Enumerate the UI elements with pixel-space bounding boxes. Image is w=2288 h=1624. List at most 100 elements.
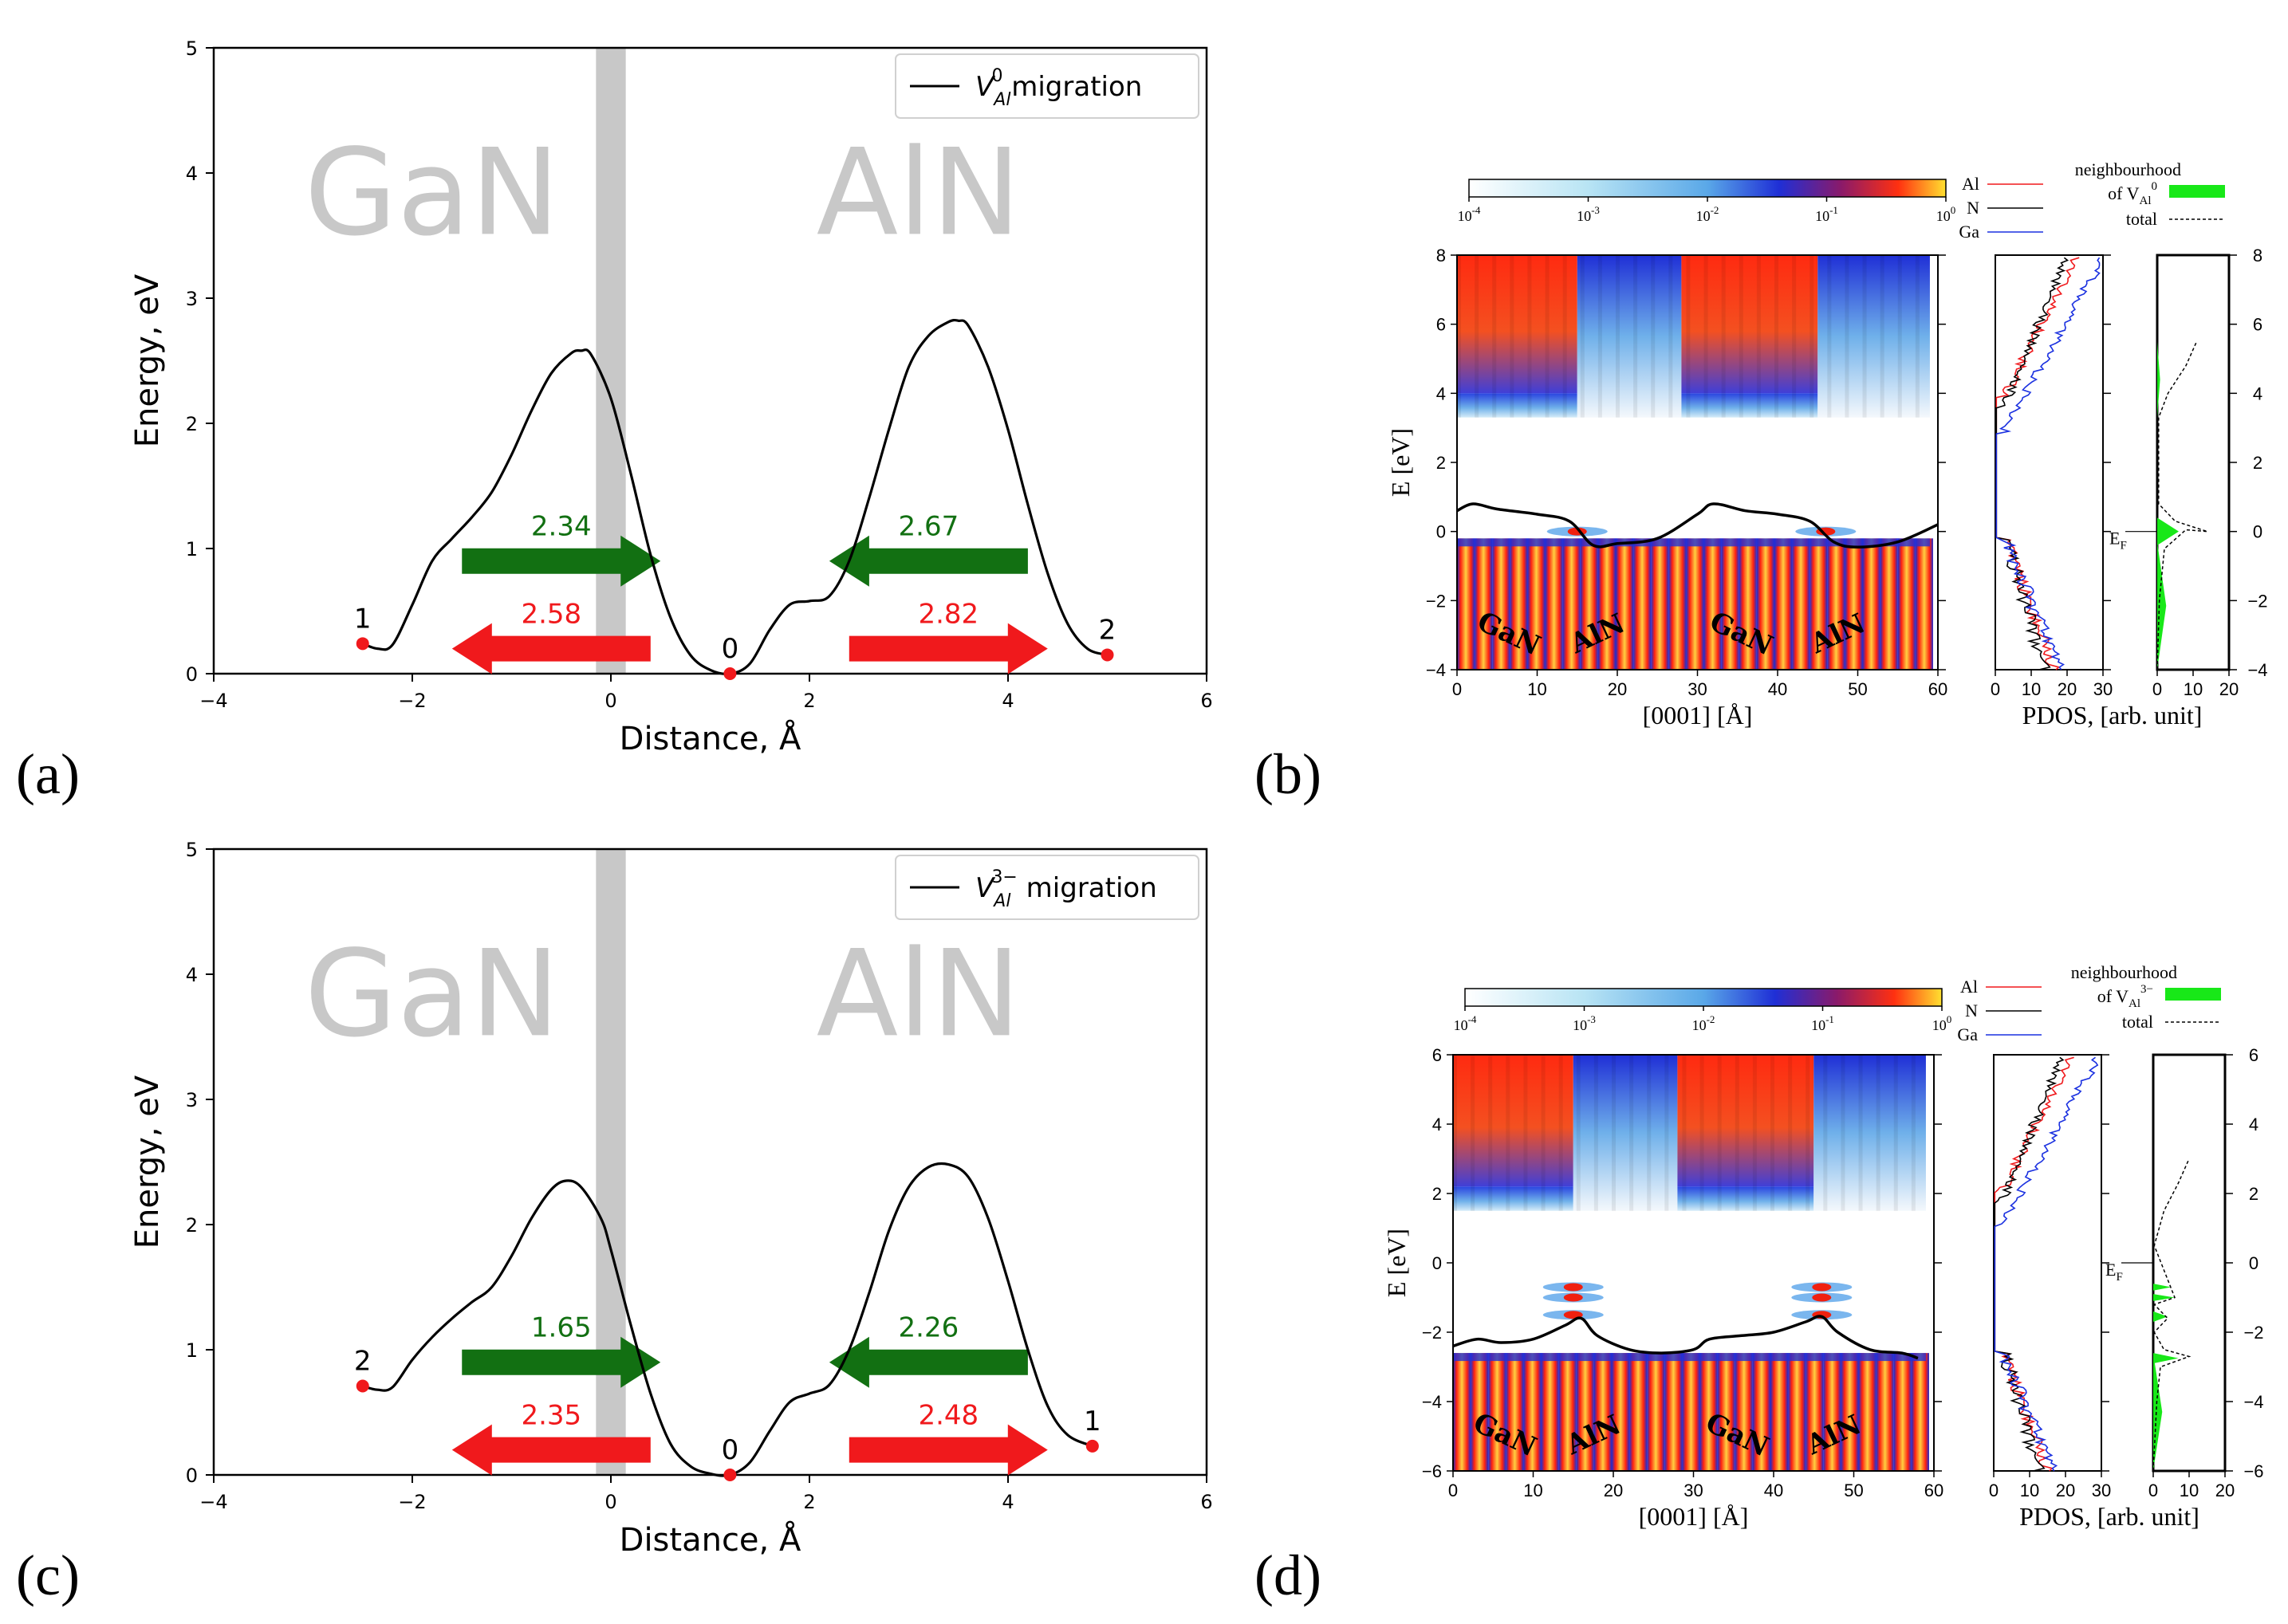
pdos-legend-label: Al bbox=[1960, 977, 1978, 997]
region-label-aln: AlN bbox=[817, 124, 1022, 262]
band-stripe bbox=[1471, 1055, 1475, 1211]
valence-band-column bbox=[1911, 1353, 1929, 1471]
red-arrow bbox=[849, 623, 1048, 674]
valence-band-column bbox=[1668, 538, 1687, 670]
pdos2-y-tick-label: 4 bbox=[2249, 1115, 2258, 1134]
panel-label: (c) bbox=[16, 1543, 80, 1607]
band-stripe bbox=[1597, 255, 1602, 418]
band-stripe bbox=[1664, 1055, 1669, 1211]
site-point-label: 1 bbox=[354, 603, 372, 635]
conduction-band-gan-edge bbox=[1677, 1186, 1814, 1211]
band-stripe bbox=[1721, 255, 1726, 418]
pdos-x-axis-label: PDOS, [arb. unit] bbox=[2019, 1502, 2199, 1531]
band-stripe bbox=[1668, 255, 1673, 418]
x-tick-label: 0 bbox=[1448, 1480, 1458, 1500]
pdos-legend-label: Al bbox=[1962, 174, 1979, 194]
band-stripe bbox=[1488, 1055, 1493, 1211]
pdos-x-tick-label: 20 bbox=[2058, 679, 2077, 699]
band-stripe bbox=[1523, 1055, 1528, 1211]
conduction-band-aln bbox=[1813, 1055, 1926, 1211]
x-tick-label: 4 bbox=[1002, 690, 1014, 712]
valence-band-column bbox=[1858, 1353, 1876, 1471]
site-point-label: 2 bbox=[1099, 614, 1116, 646]
valence-band-column bbox=[1752, 1353, 1770, 1471]
band-stripe bbox=[1453, 1055, 1458, 1211]
x-tick-label: 10 bbox=[1527, 679, 1546, 699]
fermi-base: E bbox=[2109, 529, 2120, 549]
pdos-frame bbox=[1993, 1054, 2102, 1472]
pdos2-legend-title: neighbourhood bbox=[2071, 962, 2177, 982]
y-tick-label: 3 bbox=[186, 288, 198, 310]
pdos2-legend-base: of V bbox=[2097, 986, 2129, 1006]
valence-band-column bbox=[1541, 1353, 1559, 1471]
neighbourhood-dos-peak bbox=[2153, 1353, 2179, 1364]
colorbar-tick-label: 100 bbox=[1936, 204, 1956, 224]
colorbar bbox=[1468, 179, 1947, 198]
colorbar-tick-exp: 0 bbox=[1947, 1013, 1952, 1025]
band-stripe bbox=[1911, 1055, 1916, 1211]
y-axis-label: E [eV] bbox=[1386, 428, 1415, 497]
conduction-band-gan bbox=[1677, 1055, 1814, 1187]
conduction-band-gan bbox=[1457, 255, 1577, 394]
defect-state-core bbox=[1812, 1293, 1832, 1302]
valence-band-column bbox=[1827, 538, 1845, 670]
valence-band-column bbox=[1453, 1353, 1471, 1471]
band-stripe bbox=[1633, 255, 1638, 418]
site-point bbox=[356, 637, 369, 651]
pdos-x-tick-label: 30 bbox=[2093, 679, 2113, 699]
legend-rest: migration bbox=[1018, 872, 1157, 904]
conduction-band-aln bbox=[1573, 1055, 1678, 1211]
valence-band-column bbox=[1647, 1353, 1665, 1471]
y-axis-label: E [eV] bbox=[1382, 1229, 1411, 1297]
valence-band-column bbox=[1510, 538, 1528, 670]
pdos2-x-tick-label: 20 bbox=[2219, 679, 2239, 699]
y-axis-label: Energy, eV bbox=[129, 1075, 166, 1248]
pdos-ga-curve bbox=[1995, 257, 2101, 670]
x-tick-label: −4 bbox=[199, 1491, 227, 1513]
y-tick-label: 0 bbox=[186, 663, 198, 686]
y-tick-label: 1 bbox=[186, 538, 198, 560]
x-tick-label: 0 bbox=[604, 690, 616, 712]
valence-band-column bbox=[1756, 538, 1774, 670]
x-tick-label: 0 bbox=[1452, 679, 1462, 699]
y-tick-label: −2 bbox=[1426, 591, 1446, 611]
x-axis-label: [0001] [Å] bbox=[1639, 1502, 1749, 1531]
x-axis-label: [0001] [Å] bbox=[1643, 701, 1753, 729]
y-tick-label: 6 bbox=[1432, 1045, 1442, 1065]
y-tick-label: −6 bbox=[1422, 1461, 1442, 1481]
band-stripe bbox=[1651, 255, 1656, 418]
band-stripe bbox=[1845, 255, 1849, 418]
migration-curve bbox=[362, 1162, 1093, 1477]
barrier-value-label: 2.67 bbox=[899, 511, 959, 543]
pdos-x-tick-label: 30 bbox=[2092, 1480, 2111, 1500]
valence-band-column bbox=[1721, 538, 1739, 670]
band-stripe bbox=[1893, 1055, 1898, 1211]
band-stripe bbox=[1806, 1055, 1810, 1211]
valence-band-column bbox=[1788, 1353, 1806, 1471]
region-label-gan: GaN bbox=[305, 124, 560, 262]
x-tick-label: 50 bbox=[1848, 679, 1867, 699]
pdos2-legend-base: of V bbox=[2108, 183, 2139, 203]
neighbourhood-dos-peak bbox=[2153, 1353, 2163, 1471]
pdos2-x-tick-label: 10 bbox=[2180, 1480, 2199, 1500]
x-tick-label: 4 bbox=[1002, 1491, 1014, 1513]
colorbar-tick-exp: -1 bbox=[1825, 1013, 1834, 1025]
band-stripe bbox=[1703, 255, 1708, 418]
valence-band-column bbox=[1717, 1353, 1735, 1471]
valence-band-column bbox=[1862, 538, 1880, 670]
colorbar-tick-exp: -2 bbox=[1711, 204, 1719, 216]
green-arrow bbox=[829, 1336, 1028, 1388]
migration-curve bbox=[362, 318, 1109, 675]
band-stripe bbox=[1735, 1055, 1739, 1211]
pdos-ga-curve bbox=[1994, 1056, 2099, 1472]
red-arrow bbox=[849, 1424, 1048, 1476]
y-tick-label: 4 bbox=[1436, 383, 1446, 403]
colorbar-tick-exp: -2 bbox=[1707, 1013, 1715, 1025]
valence-band-column bbox=[1629, 1353, 1648, 1471]
y-tick-label: 2 bbox=[1436, 453, 1446, 473]
colorbar-tick-exp: -4 bbox=[1472, 204, 1481, 216]
legend-sup: 0 bbox=[991, 66, 1002, 86]
colorbar-tick-label: 10-4 bbox=[1454, 1013, 1477, 1033]
valence-band-column bbox=[1735, 1353, 1753, 1471]
valence-band-column bbox=[1475, 538, 1493, 670]
